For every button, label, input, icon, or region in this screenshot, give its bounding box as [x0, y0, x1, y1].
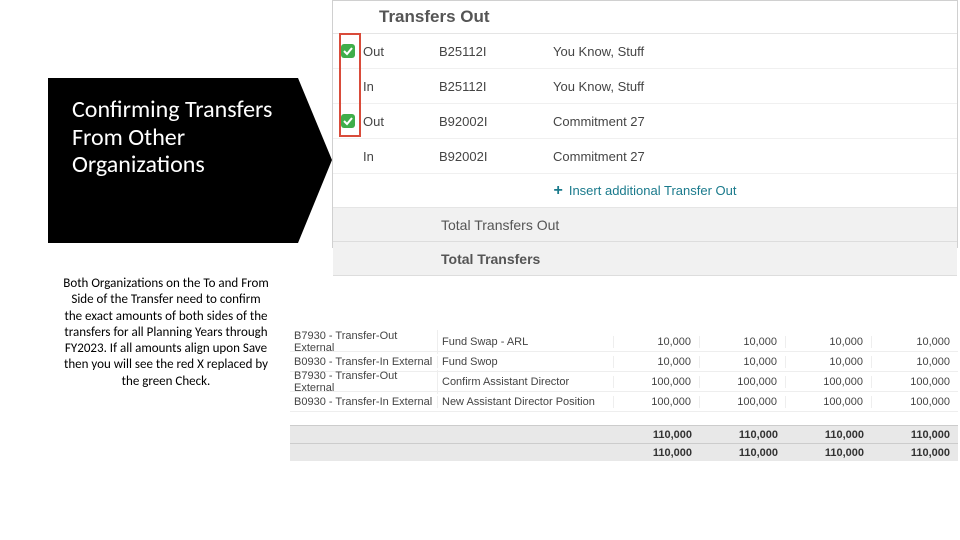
direction-cell: Out: [363, 114, 439, 129]
direction-cell: Out: [363, 44, 439, 59]
detail-table: B7930 - Transfer-Out ExternalFund Swap -…: [290, 332, 958, 412]
total-transfers-row: Total Transfers: [333, 242, 957, 276]
code-cell: B25112I: [439, 44, 553, 59]
total-row: 110,000110,000110,000110,000: [290, 425, 958, 443]
totals-block: 110,000110,000110,000110,000110,000110,0…: [290, 425, 958, 461]
total-row: 110,000110,000110,000110,000: [290, 443, 958, 461]
description-cell: Commitment 27: [553, 149, 957, 164]
type-cell: B0930 - Transfer-In External: [290, 396, 438, 408]
callout-title: Confirming Transfers From Other Organiza…: [72, 96, 278, 179]
direction-cell: In: [363, 79, 439, 94]
value-cell: 10,000: [614, 336, 700, 348]
table-row: B7930 - Transfer-Out ExternalConfirm Ass…: [290, 372, 958, 392]
value-cell: 100,000: [786, 376, 872, 388]
total-value: 110,000: [786, 429, 872, 441]
description-cell: You Know, Stuff: [553, 79, 957, 94]
value-cell: 100,000: [700, 376, 786, 388]
transfer-row[interactable]: OutB25112IYou Know, Stuff: [333, 34, 957, 69]
description-cell: You Know, Stuff: [553, 44, 957, 59]
total-label: Total Transfers: [441, 251, 540, 267]
desc-cell: Fund Swap - ARL: [438, 336, 614, 348]
total-value: 110,000: [872, 429, 958, 441]
type-cell: B7930 - Transfer-Out External: [290, 370, 438, 394]
callout-box: Confirming Transfers From Other Organiza…: [48, 78, 298, 243]
code-cell: B25112I: [439, 79, 553, 94]
code-cell: B92002I: [439, 114, 553, 129]
total-value: 110,000: [700, 447, 786, 459]
direction-cell: In: [363, 149, 439, 164]
callout-body: Both Organizations on the To and From Si…: [62, 276, 270, 390]
red-highlight-box: [339, 33, 361, 137]
transfer-row[interactable]: InB92002ICommitment 27: [333, 139, 957, 174]
value-cell: 10,000: [872, 356, 958, 368]
insert-transfer-link[interactable]: + Insert additional Transfer Out: [333, 174, 957, 208]
total-value: 110,000: [700, 429, 786, 441]
transfer-row[interactable]: InB25112IYou Know, Stuff: [333, 69, 957, 104]
type-cell: B7930 - Transfer-Out External: [290, 330, 438, 354]
value-cell: 100,000: [614, 376, 700, 388]
table-row: B7930 - Transfer-Out ExternalFund Swap -…: [290, 332, 958, 352]
table-row: B0930 - Transfer-In ExternalNew Assistan…: [290, 392, 958, 412]
transfers-out-header: Transfers Out: [333, 1, 957, 34]
value-cell: 100,000: [700, 396, 786, 408]
value-cell: 10,000: [872, 336, 958, 348]
value-cell: 100,000: [614, 396, 700, 408]
insert-label: Insert additional Transfer Out: [569, 183, 737, 198]
value-cell: 10,000: [786, 356, 872, 368]
total-value: 110,000: [872, 447, 958, 459]
desc-cell: Confirm Assistant Director: [438, 376, 614, 388]
transfer-row[interactable]: OutB92002ICommitment 27: [333, 104, 957, 139]
type-cell: B0930 - Transfer-In External: [290, 356, 438, 368]
code-cell: B92002I: [439, 149, 553, 164]
value-cell: 10,000: [614, 356, 700, 368]
value-cell: 100,000: [872, 376, 958, 388]
total-value: 110,000: [786, 447, 872, 459]
total-out-label: Total Transfers Out: [441, 217, 559, 233]
value-cell: 10,000: [786, 336, 872, 348]
total-transfers-out-row: Total Transfers Out: [333, 208, 957, 242]
plus-icon: +: [554, 182, 563, 200]
total-value: 110,000: [614, 447, 700, 459]
value-cell: 10,000: [700, 336, 786, 348]
value-cell: 100,000: [786, 396, 872, 408]
total-value: 110,000: [614, 429, 700, 441]
desc-cell: New Assistant Director Position: [438, 396, 614, 408]
value-cell: 10,000: [700, 356, 786, 368]
desc-cell: Fund Swop: [438, 356, 614, 368]
value-cell: 100,000: [872, 396, 958, 408]
transfers-out-panel: Transfers Out OutB25112IYou Know, StuffI…: [332, 0, 958, 248]
description-cell: Commitment 27: [553, 114, 957, 129]
